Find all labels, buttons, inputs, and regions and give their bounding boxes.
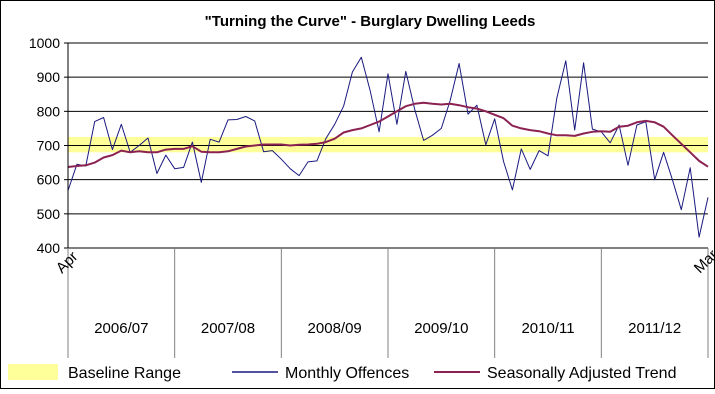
grid-layer — [68, 42, 708, 215]
chart-title: "Turning the Curve" - Burglary Dwelling … — [205, 13, 536, 30]
y-tick-label: 800 — [37, 103, 61, 119]
period-label: 2007/08 — [201, 320, 255, 337]
axis-layer: 400 500 600 700 800 900 1000 2006/07 2007/08 2008… — [29, 35, 715, 358]
series-layer — [67, 56, 709, 238]
legend-label-monthly-offences: Monthly Offences — [285, 365, 409, 382]
period-label: 2008/09 — [308, 320, 362, 337]
period-label: 2009/10 — [414, 320, 468, 337]
baseline-range-band — [68, 136, 708, 153]
y-tick-label: 900 — [37, 69, 61, 85]
series-line-seasonally-adjusted-trend — [67, 101, 709, 168]
period-label: 2010/11 — [521, 320, 574, 337]
period-label: 2011/12 — [628, 320, 681, 337]
y-tick-label: 1000 — [29, 35, 60, 51]
legend-label-seasonally-adjusted-trend: Seasonally Adjusted Trend — [487, 365, 676, 382]
period-label: 2006/07 — [94, 320, 148, 337]
y-tick-label: 500 — [37, 206, 61, 222]
y-tick-label: 400 — [37, 240, 61, 256]
baseline-layer — [68, 136, 708, 153]
y-tick-label: 700 — [37, 138, 61, 154]
legend-swatch-baseline-range — [8, 364, 58, 380]
legend-label-baseline-range: Baseline Range — [68, 365, 181, 382]
legend: Baseline Range Monthly Offences Seasonally… — [8, 364, 676, 382]
y-tick-label: 600 — [37, 172, 61, 188]
